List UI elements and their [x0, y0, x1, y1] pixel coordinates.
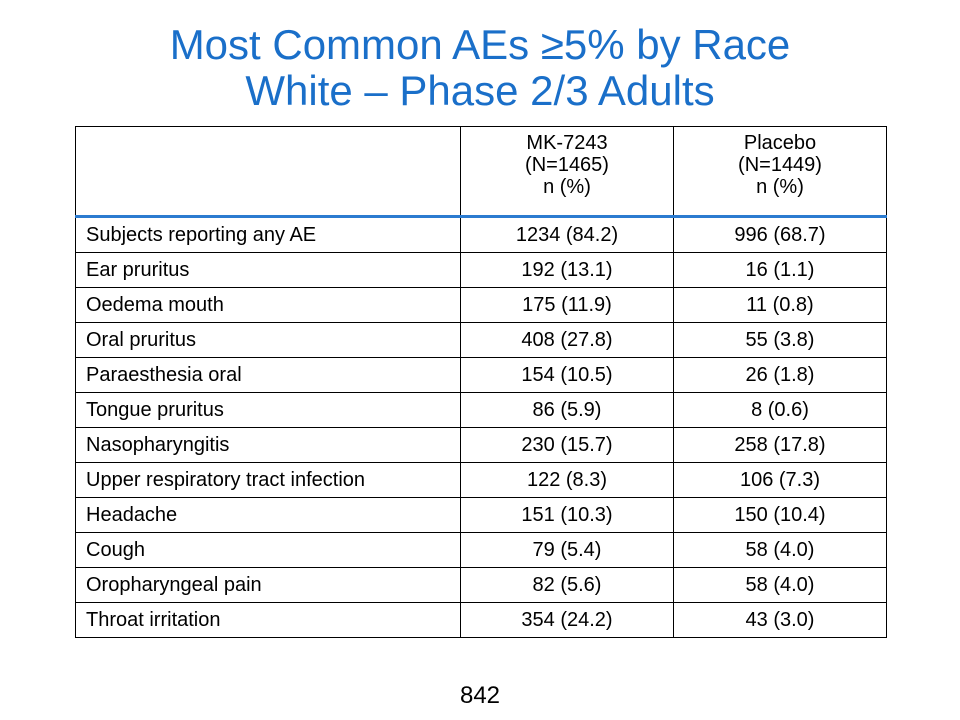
row-placebo-value: 8 (0.6) [673, 392, 887, 428]
table-row: Headache 151 (10.3) 150 (10.4) [75, 497, 887, 533]
table-row: Nasopharyngitis 230 (15.7) 258 (17.8) [75, 427, 887, 463]
table-row: Oedema mouth 175 (11.9) 11 (0.8) [75, 287, 887, 323]
row-label: Oral pruritus [75, 322, 461, 358]
header-placebo-unit: n (%) [756, 176, 804, 198]
slide-title-line-2: White – Phase 2/3 Adults [245, 67, 715, 114]
row-mk7243-value: 82 (5.6) [460, 567, 674, 603]
header-mk7243-unit: n (%) [543, 176, 591, 198]
header-mk7243: MK-7243 (N=1465) n (%) [460, 126, 674, 218]
table-body: Subjects reporting any AE 1234 (84.2) 99… [75, 216, 887, 638]
row-placebo-value: 43 (3.0) [673, 602, 887, 638]
row-placebo-value: 55 (3.8) [673, 322, 887, 358]
row-mk7243-value: 354 (24.2) [460, 602, 674, 638]
row-mk7243-value: 1234 (84.2) [460, 216, 674, 253]
row-placebo-value: 150 (10.4) [673, 497, 887, 533]
row-label: Subjects reporting any AE [75, 216, 461, 253]
header-placebo: Placebo (N=1449) n (%) [673, 126, 887, 218]
table-row: Throat irritation 354 (24.2) 43 (3.0) [75, 602, 887, 638]
table-row: Oropharyngeal pain 82 (5.6) 58 (4.0) [75, 567, 887, 603]
row-placebo-value: 58 (4.0) [673, 532, 887, 568]
row-placebo-value: 258 (17.8) [673, 427, 887, 463]
table-header-row: MK-7243 (N=1465) n (%) Placebo (N=1449) … [75, 126, 887, 218]
header-placebo-name: Placebo [743, 132, 817, 154]
table-row: Cough 79 (5.4) 58 (4.0) [75, 532, 887, 568]
row-mk7243-value: 408 (27.8) [460, 322, 674, 358]
row-mk7243-value: 154 (10.5) [460, 357, 674, 393]
row-placebo-value: 106 (7.3) [673, 462, 887, 498]
row-label: Ear pruritus [75, 252, 461, 288]
row-label: Tongue pruritus [75, 392, 461, 428]
table-row: Subjects reporting any AE 1234 (84.2) 99… [75, 216, 887, 253]
row-mk7243-value: 192 (13.1) [460, 252, 674, 288]
row-label: Headache [75, 497, 461, 533]
slide-title: Most Common AEs ≥5% by Race White – Phas… [0, 22, 960, 114]
row-label: Cough [75, 532, 461, 568]
header-mk7243-n: (N=1465) [525, 154, 609, 176]
row-placebo-value: 16 (1.1) [673, 252, 887, 288]
row-label: Oedema mouth [75, 287, 461, 323]
row-mk7243-value: 79 (5.4) [460, 532, 674, 568]
header-empty-cell [75, 126, 461, 218]
row-placebo-value: 58 (4.0) [673, 567, 887, 603]
table-row: Paraesthesia oral 154 (10.5) 26 (1.8) [75, 357, 887, 393]
row-placebo-value: 26 (1.8) [673, 357, 887, 393]
row-label: Nasopharyngitis [75, 427, 461, 463]
row-mk7243-value: 86 (5.9) [460, 392, 674, 428]
table-row: Upper respiratory tract infection 122 (8… [75, 462, 887, 498]
row-label: Paraesthesia oral [75, 357, 461, 393]
table-row: Ear pruritus 192 (13.1) 16 (1.1) [75, 252, 887, 288]
header-mk7243-name: MK-7243 [526, 132, 608, 154]
row-mk7243-value: 151 (10.3) [460, 497, 674, 533]
page-number: 842 [459, 682, 501, 709]
row-label: Oropharyngeal pain [75, 567, 461, 603]
adverse-events-table: MK-7243 (N=1465) n (%) Placebo (N=1449) … [75, 126, 887, 638]
header-placebo-n: (N=1449) [738, 154, 822, 176]
row-placebo-value: 996 (68.7) [673, 216, 887, 253]
row-label: Throat irritation [75, 602, 461, 638]
row-mk7243-value: 230 (15.7) [460, 427, 674, 463]
table-row: Tongue pruritus 86 (5.9) 8 (0.6) [75, 392, 887, 428]
row-mk7243-value: 122 (8.3) [460, 462, 674, 498]
slide-title-line-1: Most Common AEs ≥5% by Race [169, 21, 791, 68]
table-row: Oral pruritus 408 (27.8) 55 (3.8) [75, 322, 887, 358]
row-label: Upper respiratory tract infection [75, 462, 461, 498]
row-mk7243-value: 175 (11.9) [460, 287, 674, 323]
row-placebo-value: 11 (0.8) [673, 287, 887, 323]
